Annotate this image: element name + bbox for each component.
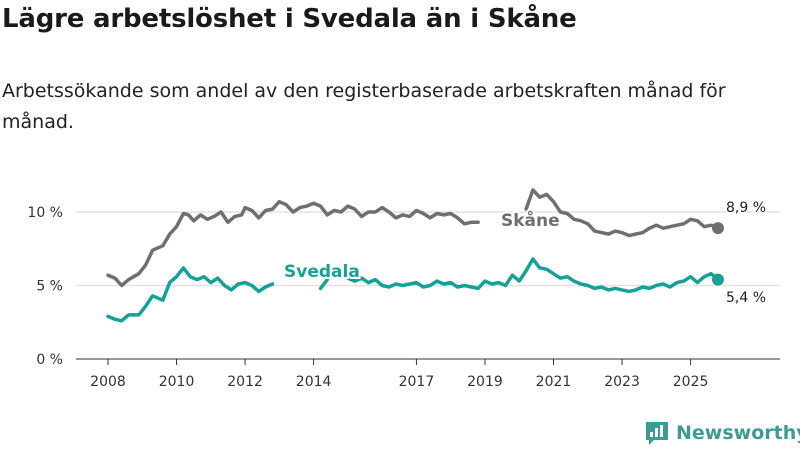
y-tick-label: 0 %	[36, 352, 63, 368]
newsworthy-chart-icon	[646, 422, 668, 445]
series-line-svedala	[346, 257, 720, 294]
end-value-label-skane: 8,9 %	[726, 200, 766, 216]
chart-title: Lägre arbetslöshet i Svedala än i Skåne	[2, 4, 577, 34]
x-tick-label: 2012	[227, 374, 263, 390]
x-tick-label: 2021	[536, 374, 572, 390]
x-tick-label: 2019	[467, 374, 503, 390]
x-tick-label: 2025	[673, 374, 709, 390]
x-tick-label: 2017	[399, 374, 435, 390]
brand-name: Newsworthy	[676, 422, 800, 444]
series-endpoint-skane	[712, 222, 724, 235]
series-line-skane	[106, 199, 480, 288]
series-endpoint-svedala	[712, 273, 724, 286]
y-tick-label: 10 %	[27, 205, 63, 221]
label-layer: 0 % 5 % 10 % 2008 2010 2012 2014 2017 2019 2021 20…	[27, 199, 767, 391]
x-tick-label: 2008	[90, 374, 126, 390]
chart-subtitle: Arbetssökande som andel av den registerb…	[2, 80, 726, 133]
y-tick-label: 5 %	[36, 279, 63, 295]
end-value-label-svedala: 5,4 %	[726, 290, 766, 306]
x-tick-label: 2010	[159, 374, 195, 390]
x-tick-label: 2014	[296, 374, 332, 390]
series-line-svedala	[318, 277, 330, 291]
grid-layer	[76, 211, 780, 365]
series-label-svedala: Svedala	[284, 262, 360, 282]
newsworthy-logo[interactable]: Newsworthy	[644, 418, 800, 448]
series-line-skane	[524, 188, 720, 238]
series-label-skane: Skåne	[501, 209, 560, 231]
series-line-svedala	[106, 266, 275, 323]
series-layer	[106, 188, 724, 323]
x-tick-label: 2023	[604, 374, 640, 390]
